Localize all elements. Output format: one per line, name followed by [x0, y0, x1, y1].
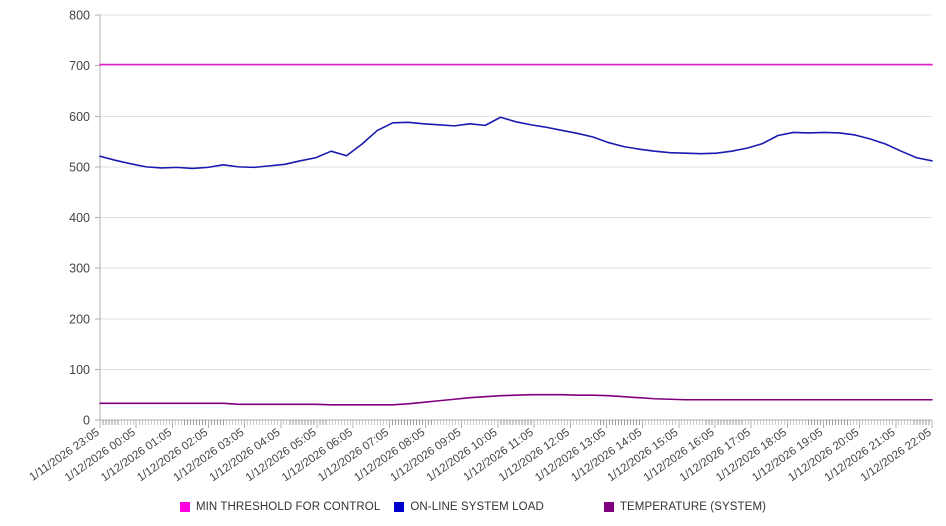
y-tick-label: 600 — [69, 110, 90, 124]
legend-label-temperature: TEMPERATURE (SYSTEM) — [619, 501, 767, 513]
y-tick-label: 500 — [69, 160, 90, 174]
legend-swatch-temperature — [603, 502, 614, 512]
legend-swatch-system-load — [394, 502, 405, 512]
y-tick-label: 300 — [69, 262, 90, 276]
x-axis — [99, 419, 933, 428]
y-axis: 0 100 200 300 400 500 600 700 800 — [69, 9, 101, 428]
gridlines — [100, 14, 932, 370]
legend-item-system-load[interactable]: ON-LINE SYSTEM LOAD — [394, 501, 544, 513]
series-line-1 — [99, 116, 933, 170]
y-tick-label: 700 — [69, 59, 90, 73]
legend-item-temperature[interactable]: TEMPERATURE (SYSTEM) — [603, 501, 767, 513]
series-line-2 — [99, 393, 933, 406]
y-tick-label: 200 — [69, 312, 90, 326]
legend-label-system-load: ON-LINE SYSTEM LOAD — [410, 501, 544, 513]
x-axis-labels: 1/11/2026 23:051/12/2026 00:051/12/2026 … — [27, 427, 933, 485]
legend-swatch-min-threshold — [179, 502, 190, 512]
y-tick-label: 0 — [83, 414, 90, 428]
chart-legend: MIN THRESHOLD FOR CONTROL ON-LINE SYSTEM… — [0, 494, 946, 520]
legend-label-min-threshold: MIN THRESHOLD FOR CONTROL — [195, 501, 381, 513]
y-tick-label: 100 — [69, 363, 90, 377]
legend-item-min-threshold[interactable]: MIN THRESHOLD FOR CONTROL — [179, 501, 381, 513]
y-tick-label: 800 — [69, 9, 90, 23]
y-tick-label: 400 — [69, 211, 90, 225]
series-lines — [99, 63, 933, 406]
